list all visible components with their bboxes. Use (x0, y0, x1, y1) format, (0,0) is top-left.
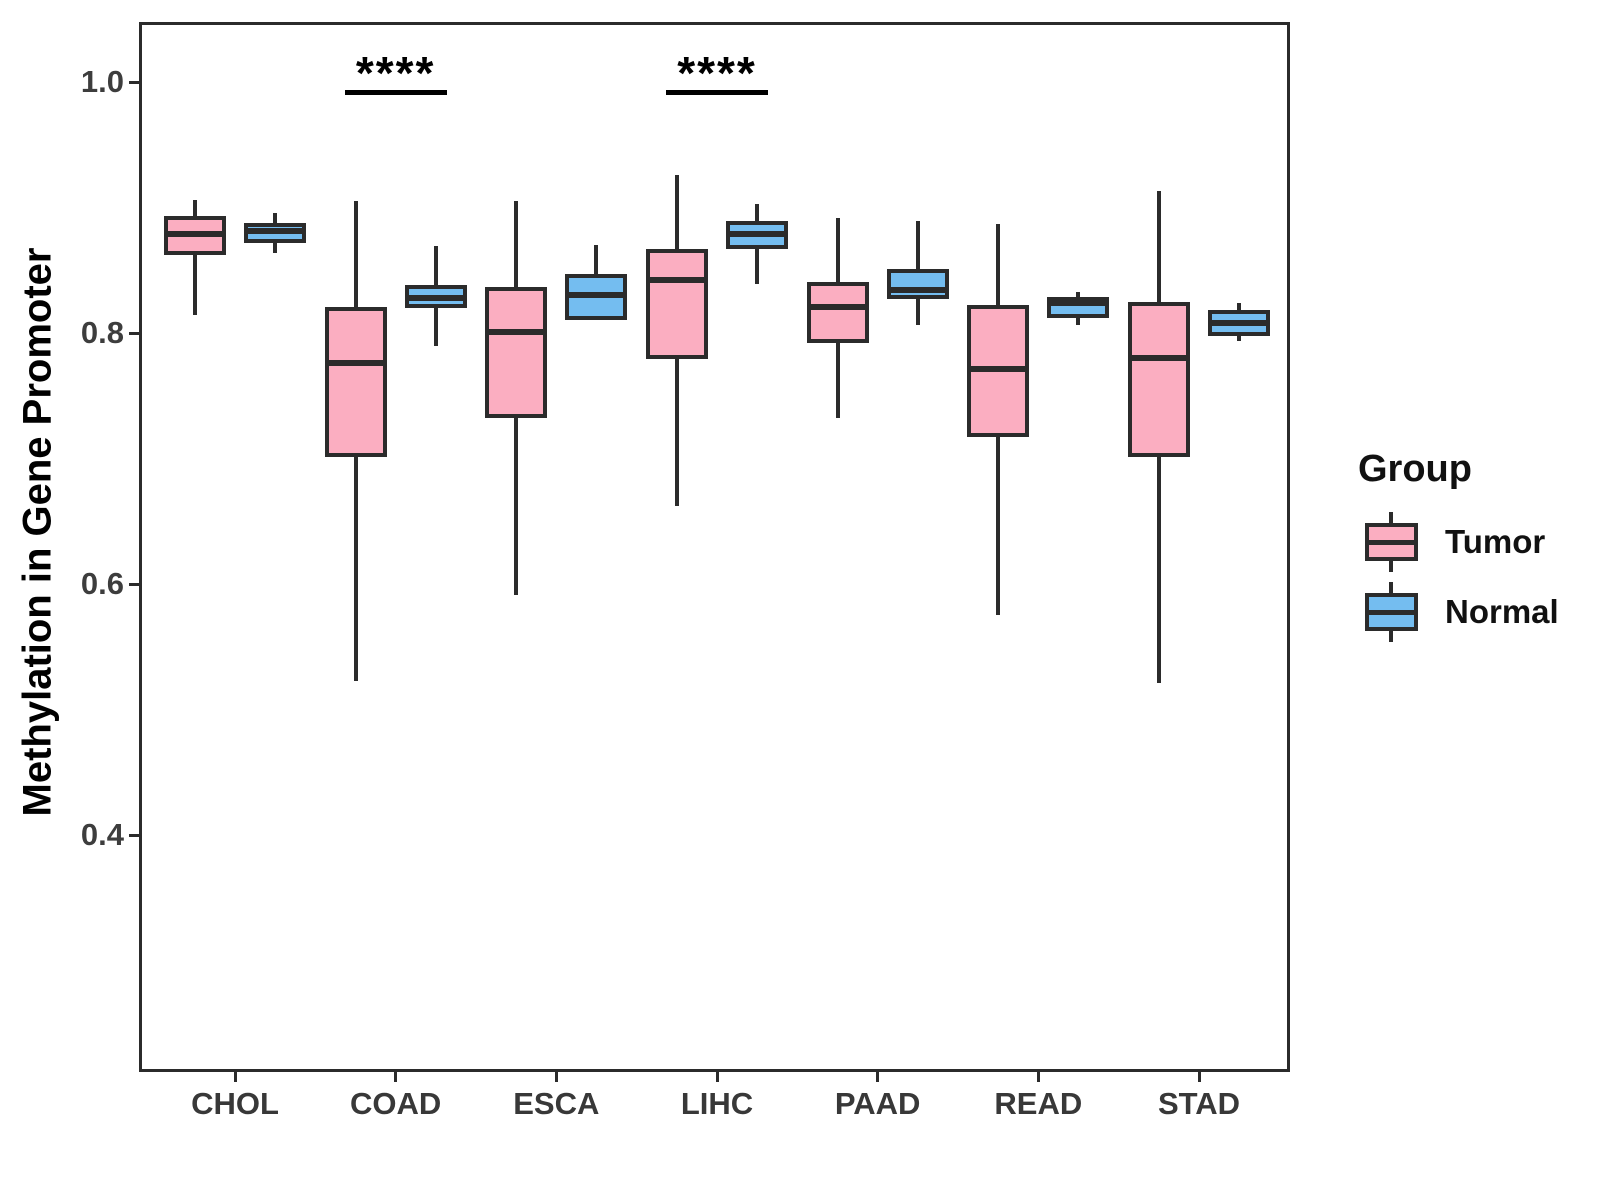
y-tick-label: 0.8 (80, 315, 124, 350)
x-tick-mark (1036, 1072, 1040, 1082)
median-normal-chol (244, 228, 306, 235)
whisker-upper-tumor-coad (353, 201, 358, 307)
whisker-lower-tumor-esca (514, 418, 519, 596)
box-tumor-lihc (646, 248, 708, 360)
significance-line-coad (344, 90, 447, 95)
whisker-upper-tumor-esca (514, 201, 519, 287)
plot-panel (139, 22, 1290, 1072)
x-tick-label-stad: STAD (1157, 1086, 1241, 1121)
x-tick-mark (715, 1072, 719, 1082)
y-tick-mark (129, 331, 139, 335)
significance-stars-lihc: **** (677, 47, 757, 99)
y-tick-mark (129, 582, 139, 586)
box-normal-paad (886, 268, 949, 300)
median-tumor-read (967, 366, 1030, 373)
y-tick-label: 0.4 (80, 817, 124, 852)
box-tumor-stad (1128, 301, 1191, 458)
legend-key-median-tumor (1365, 539, 1418, 545)
whisker-lower-tumor-coad (353, 457, 358, 681)
whisker-lower-tumor-chol (193, 255, 197, 316)
significance-line-lihc (666, 90, 768, 95)
x-tick-label-coad: COAD (350, 1086, 442, 1121)
x-tick-label-paad: PAAD (834, 1086, 921, 1121)
x-tick-mark (394, 1072, 398, 1082)
whisker-upper-tumor-read (996, 223, 1001, 306)
legend-key-median-normal (1365, 609, 1418, 615)
legend-title: Group (1358, 448, 1472, 490)
median-normal-coad (404, 294, 467, 301)
whisker-lower-normal-paad (915, 299, 920, 326)
x-tick-mark (876, 1072, 880, 1082)
median-tumor-esca (485, 328, 548, 335)
whisker-upper-normal-chol (273, 212, 277, 223)
legend-item-label-normal: Normal (1445, 593, 1559, 630)
x-tick-label-chol: CHOL (191, 1086, 279, 1121)
whisker-lower-normal-coad (433, 307, 438, 346)
whisker-upper-normal-coad (433, 246, 438, 286)
median-normal-lihc (726, 230, 788, 237)
median-tumor-lihc (646, 277, 708, 284)
whisker-upper-tumor-lihc (675, 174, 679, 249)
x-tick-mark (554, 1072, 558, 1082)
whisker-upper-normal-stad (1237, 302, 1242, 311)
whisker-upper-normal-paad (915, 221, 920, 269)
whisker-upper-normal-esca (594, 245, 599, 274)
whisker-lower-normal-lihc (755, 248, 759, 285)
median-tumor-paad (806, 303, 869, 310)
median-tumor-coad (324, 360, 387, 367)
whisker-upper-normal-lihc (755, 203, 759, 222)
x-tick-label-lihc: LIHC (680, 1086, 754, 1121)
median-normal-esca (565, 292, 628, 299)
box-tumor-esca (485, 286, 548, 419)
whisker-lower-normal-read (1076, 317, 1081, 326)
median-tumor-stad (1128, 355, 1191, 362)
y-tick-label: 1.0 (80, 64, 124, 99)
x-tick-label-esca: ESCA (513, 1086, 600, 1121)
y-tick-label: 0.6 (80, 566, 124, 601)
median-normal-read (1047, 299, 1110, 306)
x-tick-mark (233, 1072, 237, 1082)
x-tick-mark (1197, 1072, 1201, 1082)
box-tumor-paad (806, 281, 869, 344)
y-tick-mark (129, 80, 139, 84)
median-normal-paad (886, 287, 949, 294)
whisker-lower-tumor-stad (1157, 457, 1162, 684)
whisker-lower-tumor-lihc (675, 359, 679, 507)
whisker-upper-tumor-chol (193, 199, 197, 217)
whisker-lower-normal-stad (1237, 335, 1242, 341)
y-tick-mark (129, 833, 139, 837)
legend-item-label-tumor: Tumor (1445, 523, 1546, 560)
whisker-lower-tumor-paad (835, 343, 840, 419)
whisker-lower-normal-chol (273, 242, 277, 253)
median-normal-stad (1208, 319, 1271, 326)
box-tumor-coad (324, 306, 387, 458)
median-tumor-chol (164, 230, 226, 237)
x-tick-label-read: READ (994, 1086, 1083, 1121)
significance-stars-coad: **** (355, 47, 436, 99)
whisker-upper-normal-read (1076, 291, 1081, 297)
whisker-lower-tumor-read (996, 437, 1001, 616)
whisker-upper-tumor-paad (835, 217, 840, 282)
whisker-upper-tumor-stad (1157, 191, 1162, 302)
